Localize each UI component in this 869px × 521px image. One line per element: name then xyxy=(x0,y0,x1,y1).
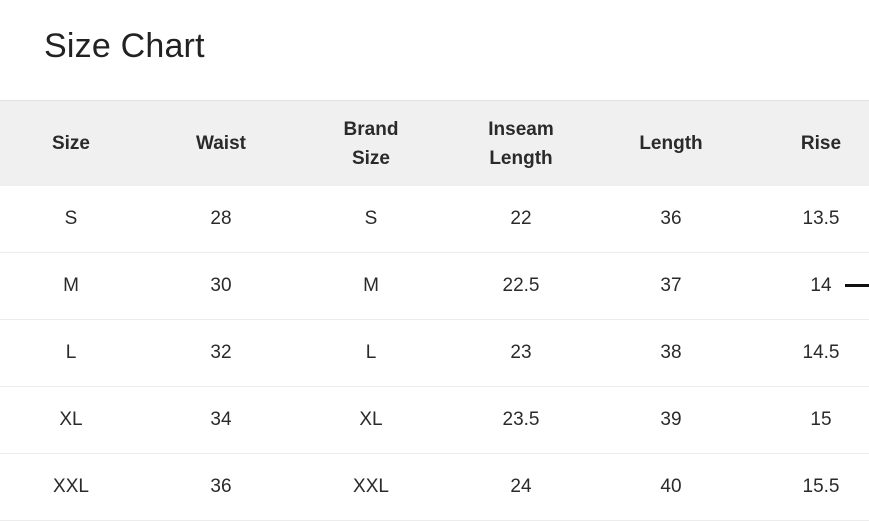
cell-waist: 28 xyxy=(210,208,232,229)
cell-length: 39 xyxy=(660,409,682,430)
cell-length: 40 xyxy=(660,476,682,497)
table-row: XXL 36 XXL 24 40 15.5 xyxy=(0,454,869,521)
cell-rise: 13.5 xyxy=(802,208,840,229)
cell-brand-size: M xyxy=(363,275,379,296)
cell-inseam-length: 24 xyxy=(510,476,532,497)
page-title: Size Chart xyxy=(44,27,205,65)
cell-rise: 14 xyxy=(810,275,832,296)
header-length: Length xyxy=(639,133,703,154)
header-rise: Rise xyxy=(800,133,842,154)
cell-size: M xyxy=(63,275,79,296)
table-row: M 30 M 22.5 37 14 xyxy=(0,253,869,320)
cell-inseam-length: 22.5 xyxy=(502,275,540,296)
table-header-row: Size Waist Brand Size Inseam Length Leng… xyxy=(0,100,869,186)
cell-size: S xyxy=(64,208,78,229)
cell-waist: 36 xyxy=(210,476,232,497)
cell-waist: 30 xyxy=(210,275,232,296)
cell-waist: 32 xyxy=(210,342,232,363)
cell-waist: 34 xyxy=(210,409,232,430)
size-chart-table: Size Waist Brand Size Inseam Length Leng… xyxy=(0,100,869,521)
cell-inseam-length: 22 xyxy=(510,208,532,229)
cell-length: 36 xyxy=(660,208,682,229)
table-row: S 28 S 22 36 13.5 xyxy=(0,186,869,253)
cell-brand-size: XXL xyxy=(353,476,389,497)
cell-brand-size: L xyxy=(365,342,377,363)
cell-brand-size: S xyxy=(364,208,378,229)
cell-size: XL xyxy=(59,409,83,430)
header-waist: Waist xyxy=(196,133,246,154)
cell-size: XXL xyxy=(53,476,89,497)
cell-brand-size: XL xyxy=(359,409,383,430)
cell-rise: 15 xyxy=(810,409,832,430)
cell-rise: 14.5 xyxy=(802,342,840,363)
cell-rise: 15.5 xyxy=(802,476,840,497)
header-inseam-length: Inseam Length xyxy=(488,118,554,169)
cell-length: 38 xyxy=(660,342,682,363)
table-row: L 32 L 23 38 14.5 xyxy=(0,320,869,387)
cell-inseam-length: 23.5 xyxy=(502,409,540,430)
header-brand-size: Brand Size xyxy=(343,118,399,169)
table-row: XL 34 XL 23.5 39 15 xyxy=(0,387,869,454)
cell-length: 37 xyxy=(660,275,682,296)
cell-inseam-length: 23 xyxy=(510,342,532,363)
cell-size: L xyxy=(65,342,77,363)
header-size: Size xyxy=(51,133,91,154)
scroll-indicator xyxy=(845,284,869,287)
table-body: S 28 S 22 36 13.5 M 30 M 22.5 37 14 L 32 L 23 38 14.5 XL 34… xyxy=(0,186,869,521)
